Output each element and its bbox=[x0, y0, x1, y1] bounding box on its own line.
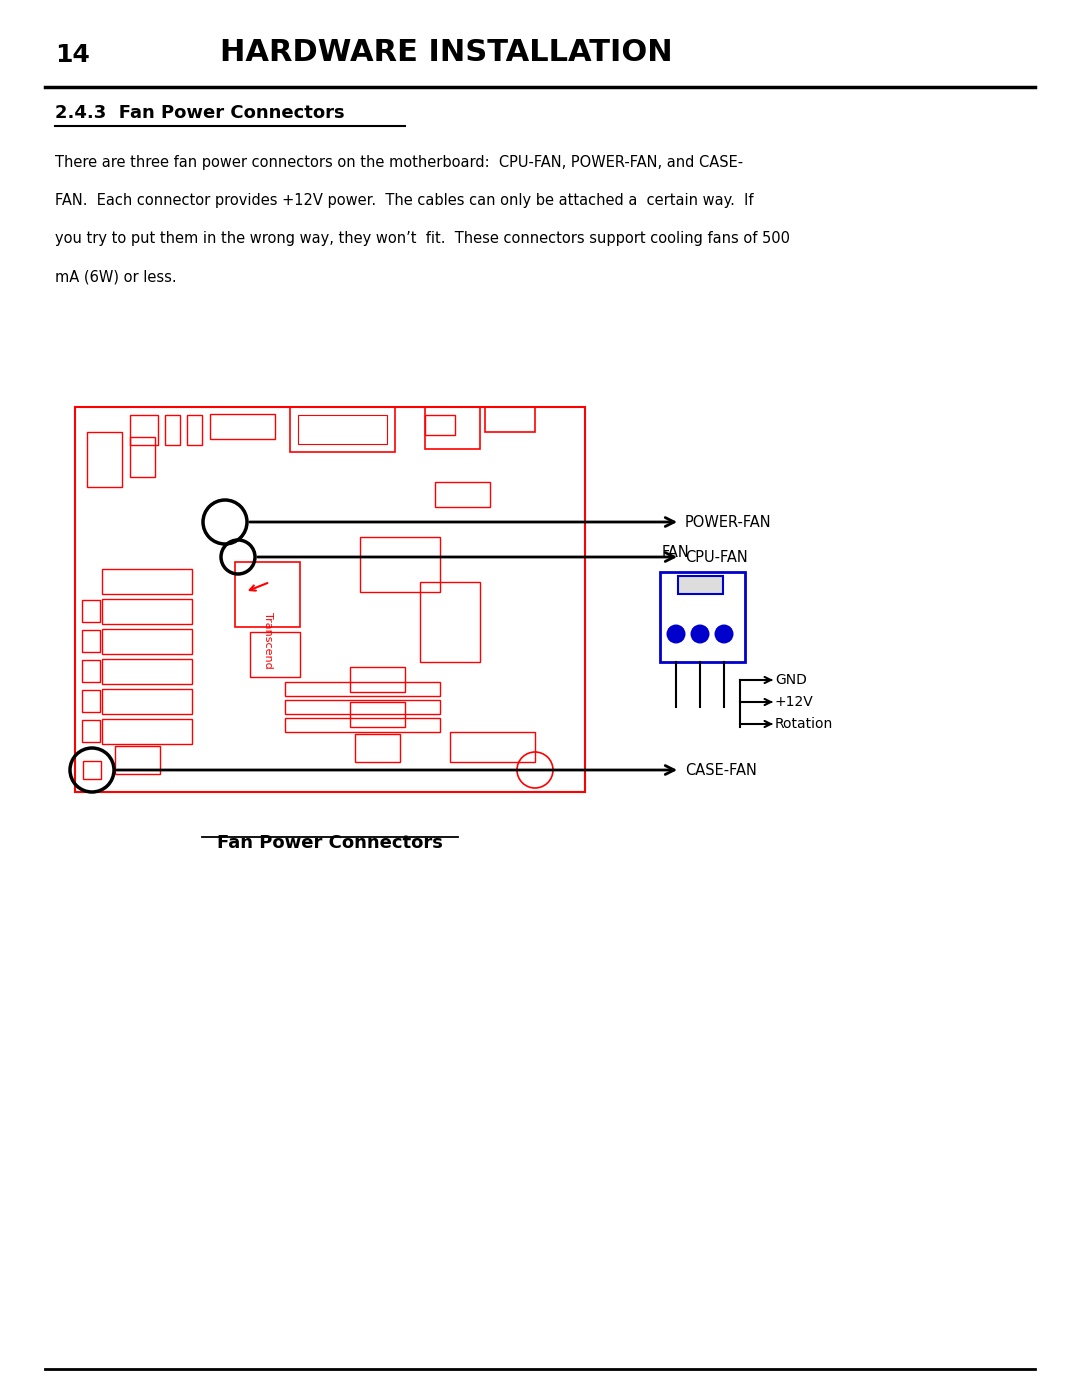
Text: you try to put them in the wrong way, they won’t  fit.  These connectors support: you try to put them in the wrong way, th… bbox=[55, 231, 789, 246]
Text: GND: GND bbox=[775, 673, 807, 687]
Bar bbox=[235, 562, 300, 627]
Bar bbox=[82, 630, 100, 652]
Bar bbox=[355, 733, 400, 761]
Bar bbox=[210, 414, 275, 439]
Bar bbox=[82, 659, 100, 682]
Bar bbox=[285, 718, 440, 732]
Bar bbox=[435, 482, 490, 507]
Bar bbox=[660, 571, 745, 662]
Bar bbox=[298, 415, 387, 444]
Bar bbox=[360, 536, 440, 592]
Bar bbox=[426, 415, 455, 434]
Bar bbox=[678, 576, 723, 594]
Circle shape bbox=[666, 624, 686, 644]
Text: CPU-FAN: CPU-FAN bbox=[685, 549, 747, 564]
Bar bbox=[102, 629, 192, 654]
Text: FAN.  Each connector provides +12V power.  The cables can only be attached a  ce: FAN. Each connector provides +12V power.… bbox=[55, 193, 754, 208]
Text: HARDWARE INSTALLATION: HARDWARE INSTALLATION bbox=[220, 38, 673, 67]
Bar bbox=[102, 719, 192, 745]
Bar bbox=[485, 407, 535, 432]
Text: mA (6W) or less.: mA (6W) or less. bbox=[55, 270, 177, 284]
Text: Transcend: Transcend bbox=[264, 612, 273, 668]
Bar bbox=[82, 690, 100, 712]
Bar bbox=[83, 761, 102, 780]
Bar bbox=[87, 432, 122, 488]
Text: 2.4.3  Fan Power Connectors: 2.4.3 Fan Power Connectors bbox=[55, 103, 345, 122]
Text: POWER-FAN: POWER-FAN bbox=[685, 514, 771, 529]
Bar bbox=[102, 689, 192, 714]
Bar bbox=[187, 415, 202, 446]
Bar bbox=[285, 682, 440, 696]
Bar bbox=[130, 415, 158, 446]
Bar bbox=[426, 407, 480, 448]
Bar bbox=[82, 719, 100, 742]
Bar bbox=[291, 407, 395, 453]
Bar bbox=[102, 569, 192, 594]
Bar bbox=[285, 700, 440, 714]
Bar bbox=[102, 659, 192, 685]
Text: CASE-FAN: CASE-FAN bbox=[685, 763, 757, 778]
Bar bbox=[350, 703, 405, 726]
Bar bbox=[75, 407, 585, 792]
Circle shape bbox=[690, 624, 710, 644]
Bar bbox=[130, 437, 156, 476]
Text: Rotation: Rotation bbox=[775, 717, 834, 731]
Circle shape bbox=[715, 624, 733, 644]
Bar bbox=[82, 599, 100, 622]
Text: FAN: FAN bbox=[662, 545, 690, 560]
Bar bbox=[420, 583, 480, 662]
Text: 14: 14 bbox=[55, 43, 90, 67]
Bar bbox=[114, 746, 160, 774]
Text: +12V: +12V bbox=[775, 694, 813, 710]
Text: Fan Power Connectors: Fan Power Connectors bbox=[217, 834, 443, 852]
Bar bbox=[249, 631, 300, 678]
Bar bbox=[450, 732, 535, 761]
Bar bbox=[165, 415, 180, 446]
Text: There are three fan power connectors on the motherboard:  CPU-FAN, POWER-FAN, an: There are three fan power connectors on … bbox=[55, 155, 743, 170]
Bar bbox=[102, 599, 192, 624]
Bar bbox=[350, 666, 405, 692]
